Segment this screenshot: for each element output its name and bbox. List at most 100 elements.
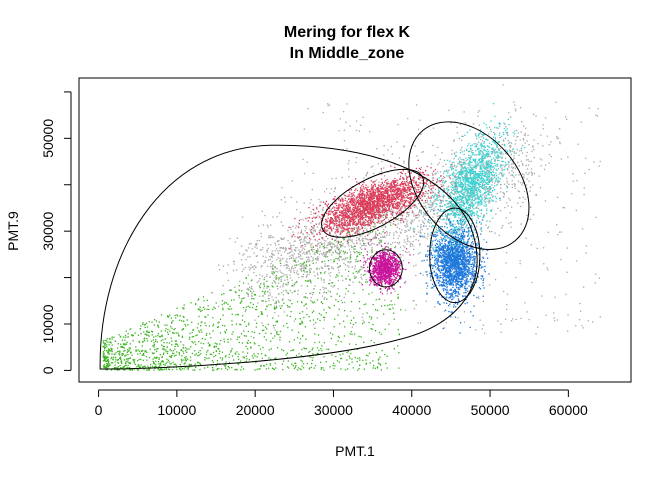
data-point <box>376 263 378 265</box>
data-point <box>347 239 349 242</box>
data-point <box>313 271 315 273</box>
data-point <box>350 235 352 237</box>
data-point <box>529 190 531 192</box>
data-point <box>404 225 406 227</box>
data-point <box>443 188 445 190</box>
data-point <box>324 271 327 273</box>
data-point <box>462 225 464 227</box>
data-point <box>482 300 484 302</box>
data-point <box>404 173 406 175</box>
data-point <box>260 311 262 313</box>
data-point <box>504 206 506 209</box>
data-point <box>401 217 403 219</box>
data-point <box>245 277 247 280</box>
data-point <box>140 333 142 335</box>
data-point <box>373 226 375 228</box>
data-point <box>392 237 395 239</box>
data-point <box>303 237 306 240</box>
data-point <box>122 346 124 349</box>
data-point <box>238 252 241 254</box>
data-point <box>537 326 539 328</box>
data-point <box>406 235 408 237</box>
data-point <box>262 324 264 327</box>
data-point <box>349 322 352 324</box>
data-point <box>454 223 456 225</box>
data-point <box>212 367 214 369</box>
data-point <box>427 195 429 197</box>
data-point <box>494 133 496 135</box>
data-point <box>373 209 376 211</box>
data-point <box>326 298 328 300</box>
data-point <box>585 157 587 159</box>
data-point <box>247 339 249 342</box>
data-point <box>456 188 458 191</box>
data-point <box>286 261 288 263</box>
data-point <box>417 202 420 205</box>
data-point <box>281 349 283 351</box>
data-point <box>172 320 174 322</box>
data-point <box>352 224 354 226</box>
data-point <box>456 178 459 180</box>
data-point <box>371 246 373 249</box>
data-point <box>392 197 394 199</box>
data-point <box>403 202 406 204</box>
data-point <box>363 303 365 306</box>
data-point <box>153 336 155 338</box>
data-point <box>161 356 163 359</box>
data-point <box>335 344 337 346</box>
data-point <box>337 240 340 243</box>
data-point <box>264 214 266 217</box>
data-point <box>445 322 447 324</box>
data-point <box>107 351 110 353</box>
data-point <box>348 284 350 286</box>
data-point <box>286 322 288 325</box>
data-point <box>361 189 363 191</box>
data-point <box>135 349 137 351</box>
data-point <box>411 210 413 212</box>
data-point <box>420 224 422 226</box>
data-point <box>344 195 347 197</box>
data-point <box>273 254 275 256</box>
data-point <box>299 242 302 244</box>
data-point <box>123 369 126 371</box>
data-point <box>476 225 478 228</box>
data-point <box>178 319 181 321</box>
data-point <box>353 209 356 211</box>
data-point <box>398 219 400 221</box>
data-point <box>353 228 355 230</box>
data-point <box>413 265 415 267</box>
data-point <box>234 286 236 288</box>
data-point <box>386 216 388 218</box>
data-point <box>195 366 197 368</box>
data-point <box>321 237 323 239</box>
data-point <box>493 131 495 134</box>
data-point <box>279 270 281 272</box>
data-point <box>383 154 385 156</box>
data-point <box>362 202 364 204</box>
data-point <box>328 283 331 285</box>
data-point <box>300 285 303 287</box>
data-point <box>417 322 419 324</box>
data-point <box>348 343 351 345</box>
data-point <box>249 269 251 271</box>
data-point <box>358 130 361 132</box>
data-point <box>531 150 533 153</box>
data-point <box>513 151 515 153</box>
data-point <box>340 210 342 212</box>
data-point <box>370 316 373 318</box>
data-point <box>452 210 454 212</box>
data-point <box>415 183 417 185</box>
data-point <box>432 191 435 194</box>
data-point <box>200 353 202 355</box>
data-point <box>291 329 293 331</box>
data-point <box>190 302 192 304</box>
data-point <box>311 301 313 303</box>
data-point <box>362 261 365 263</box>
data-point <box>132 358 134 361</box>
data-point <box>270 265 272 268</box>
data-point <box>394 177 396 180</box>
data-point <box>351 246 353 248</box>
data-point <box>350 310 352 312</box>
data-point <box>218 348 220 350</box>
data-point <box>351 230 353 232</box>
